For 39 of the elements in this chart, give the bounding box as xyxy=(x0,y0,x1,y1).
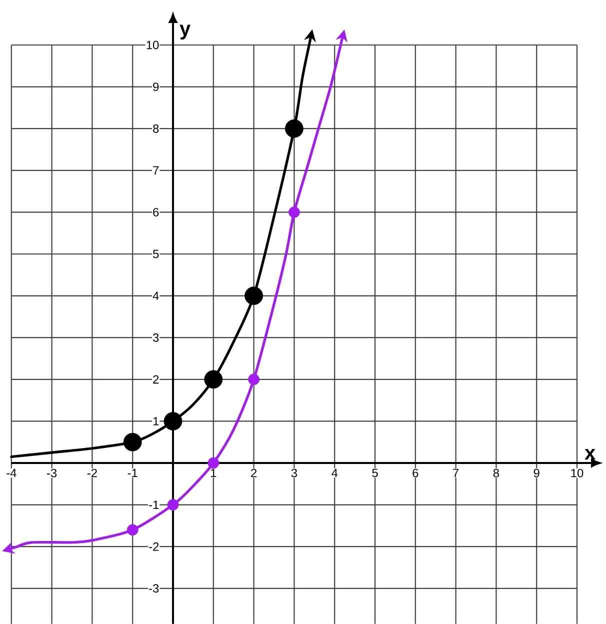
x-tick-label: 4 xyxy=(332,468,338,478)
x-tick-label: 7 xyxy=(453,468,459,478)
y-tick-label: 6 xyxy=(153,208,159,216)
point xyxy=(123,432,142,452)
y-tick-label: 3 xyxy=(152,333,159,342)
y-tick-label: -3 xyxy=(149,584,159,593)
point xyxy=(244,286,264,305)
y-tick-label: 4 xyxy=(152,292,159,300)
point xyxy=(208,457,220,469)
x-tick-label: 8 xyxy=(493,468,500,478)
x-tick-label: 3 xyxy=(291,468,298,478)
point xyxy=(126,524,138,536)
point xyxy=(248,374,260,386)
x-tick-label: -2 xyxy=(87,468,97,478)
x-tick-label: -1 xyxy=(128,468,138,478)
point xyxy=(285,119,304,138)
y-tick-label: 5 xyxy=(153,250,159,258)
y-tick-label: 10 xyxy=(146,40,159,50)
x-tick-label: 5 xyxy=(372,468,378,478)
point xyxy=(204,370,223,389)
point xyxy=(288,206,300,218)
y-tick-label: 9 xyxy=(153,82,159,92)
y-tick-label: 7 xyxy=(153,166,159,175)
x-tick-label: 6 xyxy=(412,468,418,478)
y-tick-label: 1 xyxy=(153,417,159,426)
y-axis-title: y xyxy=(180,24,190,40)
y-tick-label: -1 xyxy=(149,500,159,509)
x-axis-title: x xyxy=(584,448,596,460)
x-tick-label: 2 xyxy=(251,468,257,478)
x-tick-label: 1 xyxy=(210,468,216,478)
x-tick-label: 10 xyxy=(571,468,584,478)
y-tick-label: 2 xyxy=(153,375,159,384)
y-tick-label: -2 xyxy=(149,542,159,551)
point xyxy=(164,412,182,430)
point xyxy=(167,499,179,510)
x-tick-label: 9 xyxy=(534,468,540,478)
x-tick-label: -3 xyxy=(47,468,57,478)
y-tick-label: 8 xyxy=(153,124,159,133)
x-tick-label: -4 xyxy=(6,468,16,478)
